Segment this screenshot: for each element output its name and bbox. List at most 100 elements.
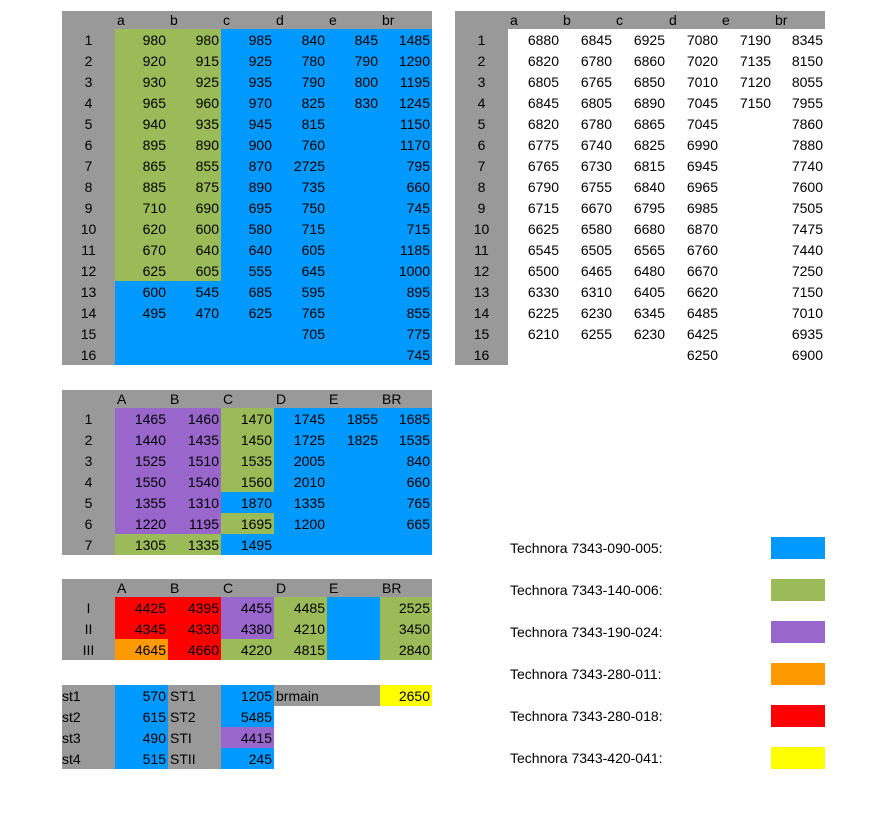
data-cell: 795 xyxy=(380,155,432,176)
row-header: 16 xyxy=(455,344,508,365)
data-cell xyxy=(327,706,380,727)
data-cell: 900 xyxy=(221,134,274,155)
row-header: 8 xyxy=(455,176,508,197)
row-header: 10 xyxy=(62,218,115,239)
legend-swatch xyxy=(771,747,825,769)
table-row: 12 6500 6465 6480 6670 7250 xyxy=(455,260,825,281)
data-cell: 6820 xyxy=(508,113,561,134)
data-cell: 1150 xyxy=(380,113,432,134)
data-cell: 1450 xyxy=(221,429,274,450)
data-cell: 6765 xyxy=(508,155,561,176)
data-cell: 940 xyxy=(115,113,168,134)
column-header: D xyxy=(274,579,327,597)
data-cell: 745 xyxy=(380,344,432,365)
legend-item: Technora 7343-420-041: xyxy=(510,747,825,769)
data-cell: 1525 xyxy=(115,450,168,471)
data-cell: 490 xyxy=(115,727,168,748)
data-cell: 980 xyxy=(115,29,168,50)
data-cell: 640 xyxy=(221,239,274,260)
data-cell: 980 xyxy=(168,29,221,50)
data-cell: 595 xyxy=(274,281,327,302)
column-header: D xyxy=(274,390,327,408)
data-cell: 935 xyxy=(168,113,221,134)
row-header: 5 xyxy=(455,113,508,134)
data-cell: 7505 xyxy=(773,197,825,218)
data-cell xyxy=(115,323,168,344)
data-cell: 605 xyxy=(274,239,327,260)
row-header: st2 xyxy=(62,706,115,727)
data-cell: 6815 xyxy=(614,155,667,176)
data-cell xyxy=(720,218,773,239)
row-header: 6 xyxy=(455,134,508,155)
data-cell: 6780 xyxy=(561,50,614,71)
data-cell: 4210 xyxy=(274,618,327,639)
table-row: 2 6820 6780 6860 7020 7135 8150 xyxy=(455,50,825,71)
header-row: a b c d e br xyxy=(455,11,825,29)
data-cell: 800 xyxy=(327,71,380,92)
legend-swatch xyxy=(771,621,825,643)
data-cell: 1825 xyxy=(327,429,380,450)
data-cell: 6225 xyxy=(508,302,561,323)
data-cell: 1195 xyxy=(168,513,221,534)
data-cell: 4415 xyxy=(221,727,274,748)
data-cell: 6890 xyxy=(614,92,667,113)
legend-item: Technora 7343-190-024: xyxy=(510,621,825,643)
data-cell: 6425 xyxy=(667,323,720,344)
data-cell: 2010 xyxy=(274,471,327,492)
data-cell: 895 xyxy=(380,281,432,302)
table-row: 10 620 600 580 715 715 xyxy=(62,218,432,239)
row-header: 2 xyxy=(62,50,115,71)
data-cell: 920 xyxy=(115,50,168,71)
data-cell: 6820 xyxy=(508,50,561,71)
data-cell xyxy=(274,727,327,748)
data-cell xyxy=(720,323,773,344)
data-cell xyxy=(327,471,380,492)
row-header: 8 xyxy=(62,176,115,197)
row-header: III xyxy=(62,639,115,660)
data-cell: 840 xyxy=(380,450,432,471)
data-cell: 1470 xyxy=(221,408,274,429)
data-cell xyxy=(327,260,380,281)
column-header: BR xyxy=(380,579,432,597)
column-header: E xyxy=(327,579,380,597)
data-cell: 6670 xyxy=(561,197,614,218)
row-header: 3 xyxy=(62,71,115,92)
row-header: 15 xyxy=(62,323,115,344)
data-cell: 760 xyxy=(274,134,327,155)
column-header: c xyxy=(221,11,274,29)
table-row: 7 1305 1335 1495 xyxy=(62,534,432,555)
table-row: 1 980 980 985 840 845 1485 xyxy=(62,29,432,50)
data-cell: 960 xyxy=(168,92,221,113)
data-cell: 1495 xyxy=(221,534,274,555)
legend-label: Technora 7343-140-006: xyxy=(510,582,663,598)
data-cell: 8345 xyxy=(773,29,825,50)
row-header: st1 xyxy=(62,685,115,706)
data-cell: 1220 xyxy=(115,513,168,534)
data-cell: 875 xyxy=(168,176,221,197)
table-row: 8 6790 6755 6840 6965 7600 xyxy=(455,176,825,197)
column-header xyxy=(62,11,115,29)
data-cell: 945 xyxy=(221,113,274,134)
data-cell: 6625 xyxy=(508,218,561,239)
data-cell: 1185 xyxy=(380,239,432,260)
data-cell: 5485 xyxy=(221,706,274,727)
data-cell: 6230 xyxy=(614,323,667,344)
data-cell: 6545 xyxy=(508,239,561,260)
legend-swatch xyxy=(771,663,825,685)
data-cell: 600 xyxy=(115,281,168,302)
data-cell: 6465 xyxy=(561,260,614,281)
data-cell xyxy=(327,748,380,769)
data-cell: 6805 xyxy=(508,71,561,92)
table-row: st3 490 STI 4415 xyxy=(62,727,432,748)
data-cell xyxy=(720,176,773,197)
table-row: 6 6775 6740 6825 6990 7880 xyxy=(455,134,825,155)
table-row: 3 930 925 935 790 800 1195 xyxy=(62,71,432,92)
data-cell: 6840 xyxy=(614,176,667,197)
data-cell: 600 xyxy=(168,218,221,239)
data-cell: 605 xyxy=(168,260,221,281)
data-cell xyxy=(274,344,327,365)
data-cell: 2005 xyxy=(274,450,327,471)
data-cell: 615 xyxy=(115,706,168,727)
data-cell: 925 xyxy=(221,50,274,71)
data-cell xyxy=(614,344,667,365)
